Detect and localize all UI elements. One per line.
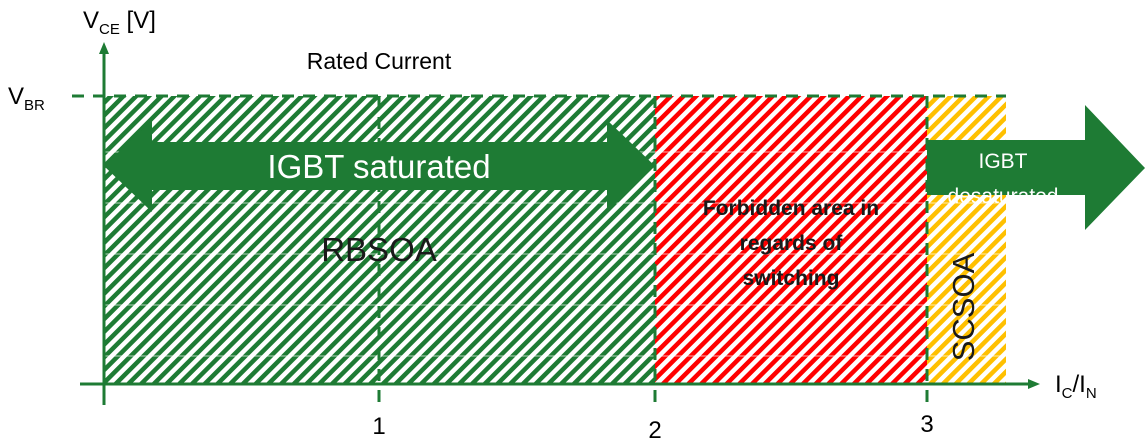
igbt-saturated-label: IGBT saturated <box>267 148 490 185</box>
axes <box>80 42 1040 405</box>
gridlines <box>104 151 1006 357</box>
y-axis-arrowhead <box>99 42 109 54</box>
svg-text:regards of: regards of <box>740 232 844 255</box>
scsoa-label: SCSOA <box>946 252 981 361</box>
dashed-lines <box>72 94 1006 405</box>
igbt-desaturated-arrow <box>927 105 1145 230</box>
x-tick-1: 1 <box>372 413 385 440</box>
x-tick-3: 3 <box>920 411 933 438</box>
igbt-saturated-arrow <box>104 120 655 212</box>
igbt-desaturated-label: IGBT desaturated <box>948 150 1059 208</box>
y-axis-label: VCE [V] <box>83 7 156 38</box>
svg-text:switching: switching <box>743 267 840 290</box>
x-tick-2: 2 <box>648 417 661 440</box>
forbidden-label: Forbidden area in regards of switching <box>703 197 879 290</box>
svg-text:IGBT: IGBT <box>978 150 1027 173</box>
rbsoa-label: RBSOA <box>321 231 437 268</box>
vbr-label: VBR <box>8 83 45 114</box>
x-axis-label: IC/IN <box>1055 371 1097 402</box>
svg-text:Forbidden area in: Forbidden area in <box>703 197 879 220</box>
rated-current-label: Rated Current <box>307 48 452 74</box>
x-axis-arrowhead <box>1028 379 1040 389</box>
forbidden-region <box>655 96 927 384</box>
svg-text:desaturated: desaturated <box>948 185 1059 208</box>
